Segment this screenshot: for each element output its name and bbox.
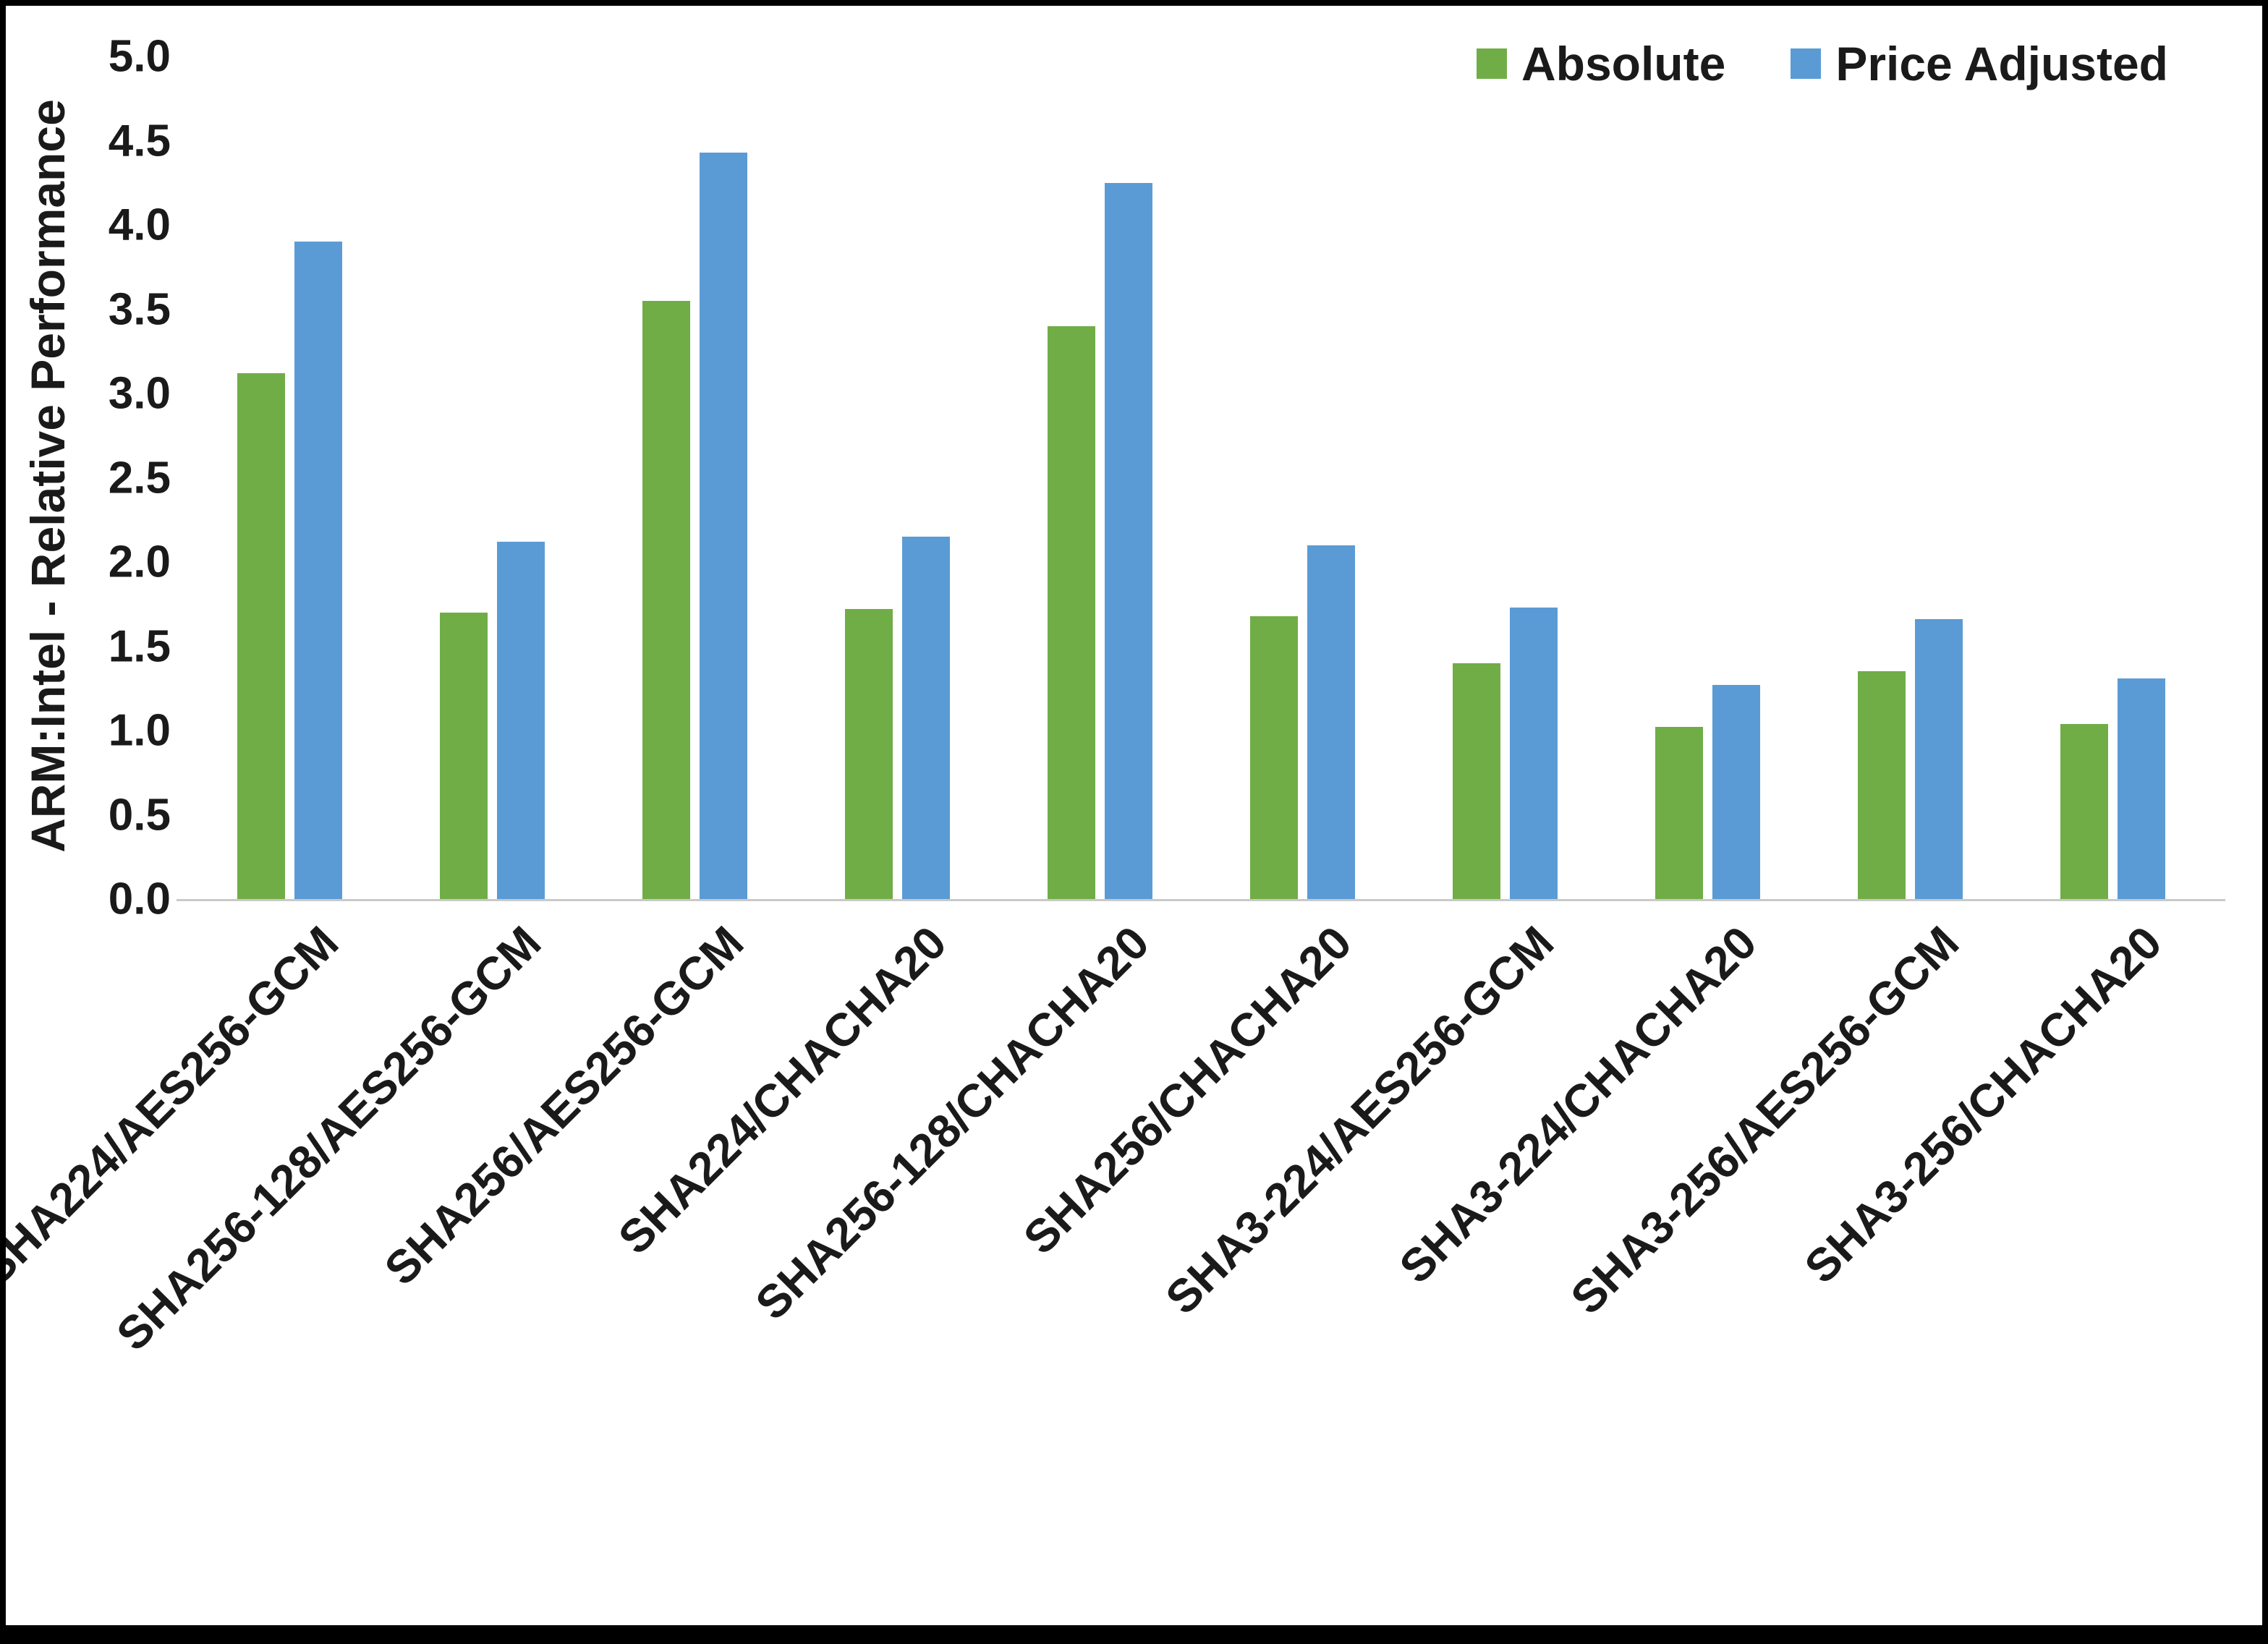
- y-tick-label: 1.5: [108, 621, 171, 671]
- legend-item-price-adjusted: Price Adjusted: [1791, 36, 2168, 91]
- legend-label-absolute: Absolute: [1521, 37, 1726, 90]
- bar-absolute: [2060, 723, 2108, 899]
- bar-price-adjusted: [1509, 607, 1558, 899]
- bar-price-adjusted: [2117, 678, 2165, 899]
- x-axis-label: SHA3-256/CHACHA20: [1794, 916, 2172, 1293]
- x-axis-label: SHA3-224/AES256-GCM: [1155, 916, 1564, 1324]
- y-tick-label: 0.0: [108, 874, 171, 924]
- y-tick-label: 5.0: [108, 31, 171, 82]
- bar-group: [1403, 56, 1606, 899]
- x-axis-label: SHA3-224/CHACHA20: [1389, 916, 1767, 1293]
- bar-group: [2011, 56, 2214, 899]
- bar-price-adjusted: [1712, 685, 1760, 899]
- x-axis-label: SHA224/CHACHA20: [608, 916, 956, 1264]
- bar-group: [998, 56, 1201, 899]
- y-tick-label: 3.0: [108, 368, 171, 419]
- x-axis-labels: SHA224/AES256-GCM SHA256-128/AES256-GCM SH…: [6, 916, 2214, 1567]
- bar-absolute: [642, 300, 690, 899]
- bar-group: [391, 56, 593, 899]
- bar-group: [593, 56, 796, 899]
- x-axis-label: SHA224/AES256-GCM: [0, 916, 349, 1295]
- y-axis-ticks: 5.0 4.5 4.0 3.5 3.0 2.5 2.0 1.5 1.0 0.5 0.0: [6, 32, 171, 924]
- bar-group: [1201, 56, 1403, 899]
- y-tick-label: 2.0: [108, 537, 171, 587]
- bar-price-adjusted: [1104, 182, 1152, 899]
- bar-price-adjusted: [699, 152, 747, 899]
- bar-absolute: [439, 612, 488, 899]
- bar-absolute: [1452, 663, 1500, 899]
- y-tick-label: 4.5: [108, 116, 171, 166]
- y-tick-label: 3.5: [108, 284, 171, 334]
- legend-swatch-price-adjusted-icon: [1791, 48, 1822, 79]
- x-axis-line: [177, 899, 2225, 901]
- bar-absolute: [1047, 325, 1095, 899]
- bar-group: [1606, 56, 1809, 899]
- legend-item-absolute: Absolute: [1476, 36, 1726, 91]
- bar-absolute: [1857, 671, 1906, 899]
- y-tick-label: 2.5: [108, 453, 171, 503]
- bar-price-adjusted: [1914, 619, 1963, 899]
- x-axis-label: SHA256-128/AES256-GCM: [106, 916, 551, 1361]
- bar-group: [1809, 56, 2011, 899]
- bar-group: [796, 56, 998, 899]
- x-axis-label: SHA256-128/CHACHA20: [745, 916, 1159, 1330]
- legend: Absolute Price Adjusted: [1476, 36, 2168, 91]
- plot-area: [188, 56, 2214, 899]
- legend-label-price-adjusted: Price Adjusted: [1835, 37, 2168, 90]
- legend-swatch-absolute-icon: [1476, 48, 1507, 79]
- bar-absolute: [1655, 727, 1703, 899]
- bar-group: [188, 56, 391, 899]
- bar-price-adjusted: [294, 242, 342, 899]
- y-tick-label: 0.5: [108, 790, 171, 840]
- bar-absolute: [1249, 616, 1298, 899]
- y-tick-label: 4.0: [108, 200, 171, 250]
- x-axis-label: SHA3-256/AES256-GCM: [1560, 916, 1969, 1324]
- y-tick-label: 1.0: [108, 705, 171, 756]
- x-axis-label: SHA256/CHACHA20: [1013, 916, 1362, 1264]
- x-axis-label: SHA256/AES256-GCM: [374, 916, 754, 1295]
- bar-price-adjusted: [1307, 545, 1355, 899]
- bar-price-adjusted: [496, 542, 545, 899]
- bar-absolute: [237, 373, 285, 899]
- bar-price-adjusted: [901, 537, 950, 899]
- bar-absolute: [844, 609, 893, 899]
